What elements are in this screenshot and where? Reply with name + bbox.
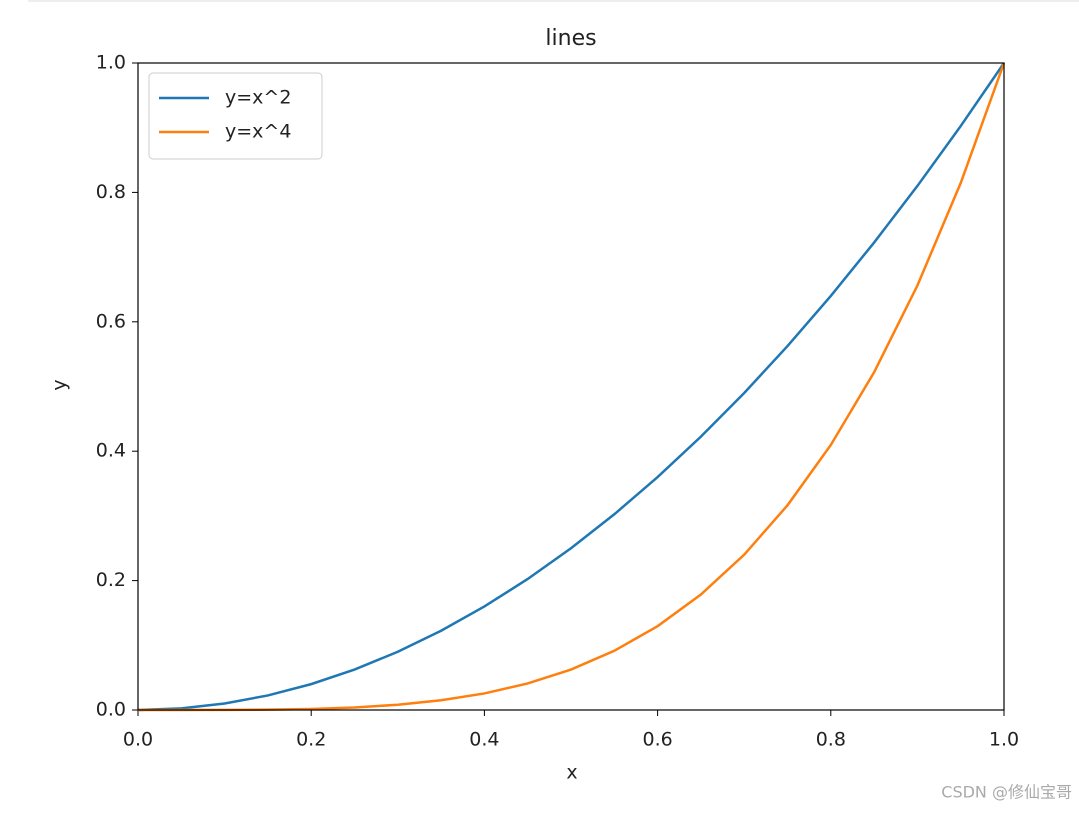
x-tick-label: 0.6 [642, 729, 672, 751]
x-tick-label: 0.8 [816, 729, 846, 751]
legend-label: y=x^2 [225, 87, 291, 109]
y-tick-label: 0.4 [96, 440, 126, 462]
y-tick-label: 0.2 [96, 569, 126, 591]
x-tick-label: 0.0 [123, 729, 153, 751]
y-tick-label: 0.8 [96, 181, 126, 203]
y-axis-label: y [49, 379, 71, 390]
series-line [137, 62, 1006, 712]
plot-frame [137, 62, 1005, 711]
legend-box [148, 72, 323, 160]
legend-label: y=x^4 [225, 121, 291, 143]
y-tick-label: 1.0 [96, 52, 126, 74]
y-tick-label: 0.6 [96, 310, 126, 332]
y-tick-label: 0.0 [96, 699, 126, 721]
x-tick-label: 0.2 [296, 729, 326, 751]
series-line [138, 62, 1006, 712]
chart-title: lines [545, 26, 596, 51]
x-tick-label: 1.0 [989, 729, 1019, 751]
x-tick-label: 0.4 [469, 729, 499, 751]
x-axis-label: x [566, 762, 577, 784]
watermark: CSDN @修仙宝哥 [941, 783, 1072, 802]
